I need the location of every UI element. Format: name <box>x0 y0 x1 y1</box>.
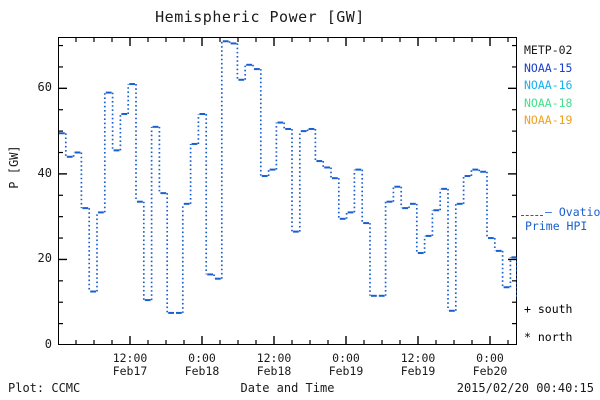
y-tick-label: 40 <box>37 165 52 180</box>
satellite-legend-item-noaa-18: NOAA-18 <box>524 95 573 110</box>
satellite-legend-item-noaa-16: NOAA-16 <box>524 78 573 92</box>
ovation-legend: — Ovation Prime HPI <box>521 205 600 233</box>
ovation-line-swatch <box>521 215 543 216</box>
plot-frame <box>58 37 517 345</box>
satellite-legend-item-noaa-15: NOAA-15 <box>524 60 573 75</box>
x-axis-ticks <box>58 37 509 345</box>
x-tick-label: 12:00 Feb18 <box>256 351 292 378</box>
plot-credit: Plot: CCMC <box>8 381 81 395</box>
ovation-legend-label-line1: — Ovation <box>545 205 600 219</box>
page-title: Hemispheric Power [GW] <box>155 8 365 26</box>
x-tick-label: 0:00 Feb19 <box>328 351 364 378</box>
x-axis-title: Date and Time <box>240 381 335 395</box>
satellite-legend: METP-02 NOAA-15 NOAA-16 NOAA-18 NOAA-19 <box>524 42 600 130</box>
timestamp-label: 2015/02/20 00:40:15 <box>456 381 594 395</box>
y-tick-label: 60 <box>37 80 52 95</box>
x-tick-label: 0:00 Feb20 <box>472 351 508 378</box>
satellite-legend-item-noaa-19: NOAA-19 <box>524 113 573 127</box>
y-axis-ticks <box>58 44 517 345</box>
x-tick-label: 0:00 Feb18 <box>184 351 220 378</box>
y-tick-label: 20 <box>37 251 52 266</box>
series-ovation-prime-hpi <box>59 40 517 314</box>
marker-legend-item: + south <box>524 302 573 316</box>
marker-legend-item: * north <box>524 330 573 344</box>
y-tick-label: 0 <box>44 337 52 351</box>
chart-plot-area <box>58 37 517 345</box>
satellite-legend-item-metp-02: METP-02 <box>524 43 573 57</box>
x-tick-label: 12:00 Feb17 <box>112 351 148 378</box>
ovation-legend-label-line2: Prime HPI <box>525 218 588 233</box>
marker-legend: + south * north <box>524 295 600 351</box>
x-tick-label: 12:00 Feb19 <box>400 351 436 378</box>
y-axis-title: P [GW] <box>7 145 21 189</box>
